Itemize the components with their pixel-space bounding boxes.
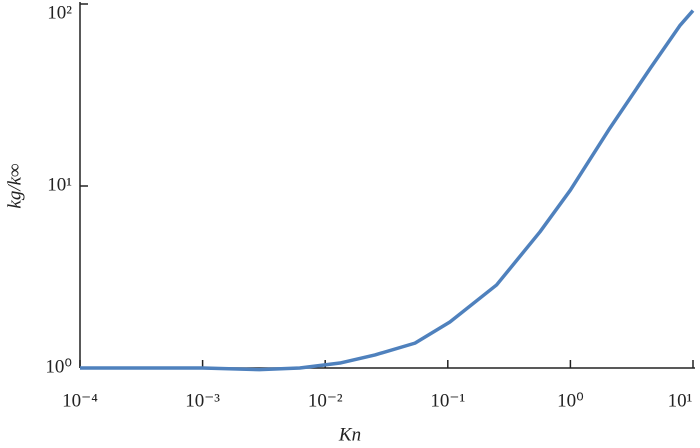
y-tick-label: 10¹ [47, 174, 72, 195]
x-tick-label: 10⁻³ [185, 390, 220, 411]
data-line [80, 9, 695, 372]
x-tick-label: 10⁻¹ [430, 390, 465, 411]
x-tick-label: 10⁰ [557, 390, 584, 411]
x-tick-label: 10¹ [668, 390, 693, 411]
x-tick-label: 10⁻⁴ [62, 390, 98, 411]
y-tick-label: 10⁰ [45, 356, 72, 377]
y-axis-label: kg/k∞ [4, 163, 25, 208]
x-tick-label: 10⁻² [308, 390, 343, 411]
y-tick-label: 10² [47, 2, 72, 23]
x-axis-label: Kn [338, 424, 361, 445]
